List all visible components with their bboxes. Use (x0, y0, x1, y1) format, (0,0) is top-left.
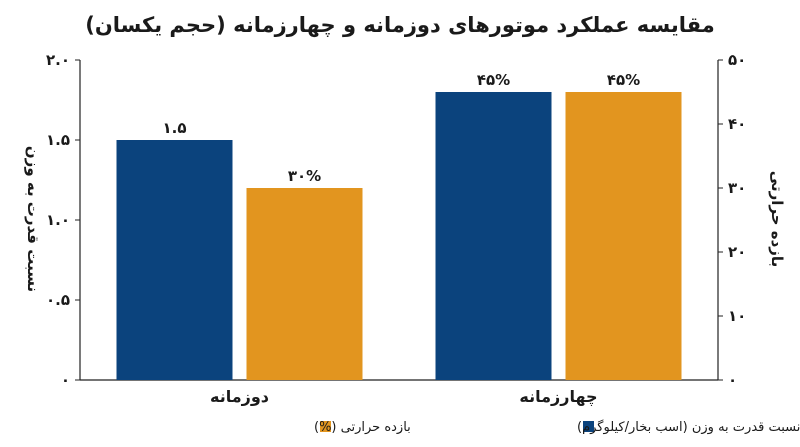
bar-efficiency-0 (246, 188, 363, 380)
left-tick-label: ۰ (61, 371, 70, 389)
data-label-efficiency-0: ۳۰% (288, 167, 321, 185)
plot-area: ۰ ۰.۵ ۱.۰ ۱.۵ ۲.۰ ۰ ۱۰ ۲۰ ۳۰ ۴۰ ۵۰ ۱.۵ ۳۰% دوزمانه ۴۵%… (46, 51, 746, 407)
legend-label-power: نسبت قدرت به وزن (اسب بخار/کیلوگرم) (577, 419, 800, 435)
right-tick-label: ۴۰ (728, 115, 746, 133)
data-label-top-1: ۴۵% (477, 71, 510, 89)
legend-swatch-power (583, 421, 594, 432)
bar-power-0 (116, 140, 233, 380)
category-label-1: چهارزمانه (519, 387, 597, 407)
legend-swatch-efficiency (320, 421, 331, 432)
bar-efficiency-1 (565, 92, 682, 380)
legend: نسبت قدرت به وزن (اسب بخار/کیلوگرم) بازد… (314, 419, 800, 435)
category-label-0: دوزمانه (210, 387, 269, 406)
right-tick-label: ۳۰ (728, 179, 746, 197)
right-tick-label: ۲۰ (728, 243, 746, 261)
left-tick-label: ۱.۵ (46, 131, 70, 149)
right-axis-label: بازده حرارتی (768, 171, 786, 267)
data-label-power-0: ۱.۵ (162, 119, 186, 137)
chart-title: مقایسه عملکرد موتورهای دوزمانه و چهارزما… (85, 13, 714, 37)
left-tick-label: ۲.۰ (46, 51, 70, 69)
bar-power-1 (435, 92, 552, 380)
right-tick-label: ۵۰ (728, 51, 746, 69)
data-label-efficiency-1: ۴۵% (607, 71, 640, 89)
legend-label-efficiency: بازده حرارتی (%) (314, 420, 411, 435)
left-tick-label: ۱.۰ (46, 211, 70, 229)
left-tick-label: ۰.۵ (46, 291, 70, 309)
right-tick-label: ۰ (728, 371, 737, 389)
right-tick-label: ۱۰ (728, 307, 746, 325)
left-axis-label: نسبت قدرت به وزن (24, 146, 42, 292)
